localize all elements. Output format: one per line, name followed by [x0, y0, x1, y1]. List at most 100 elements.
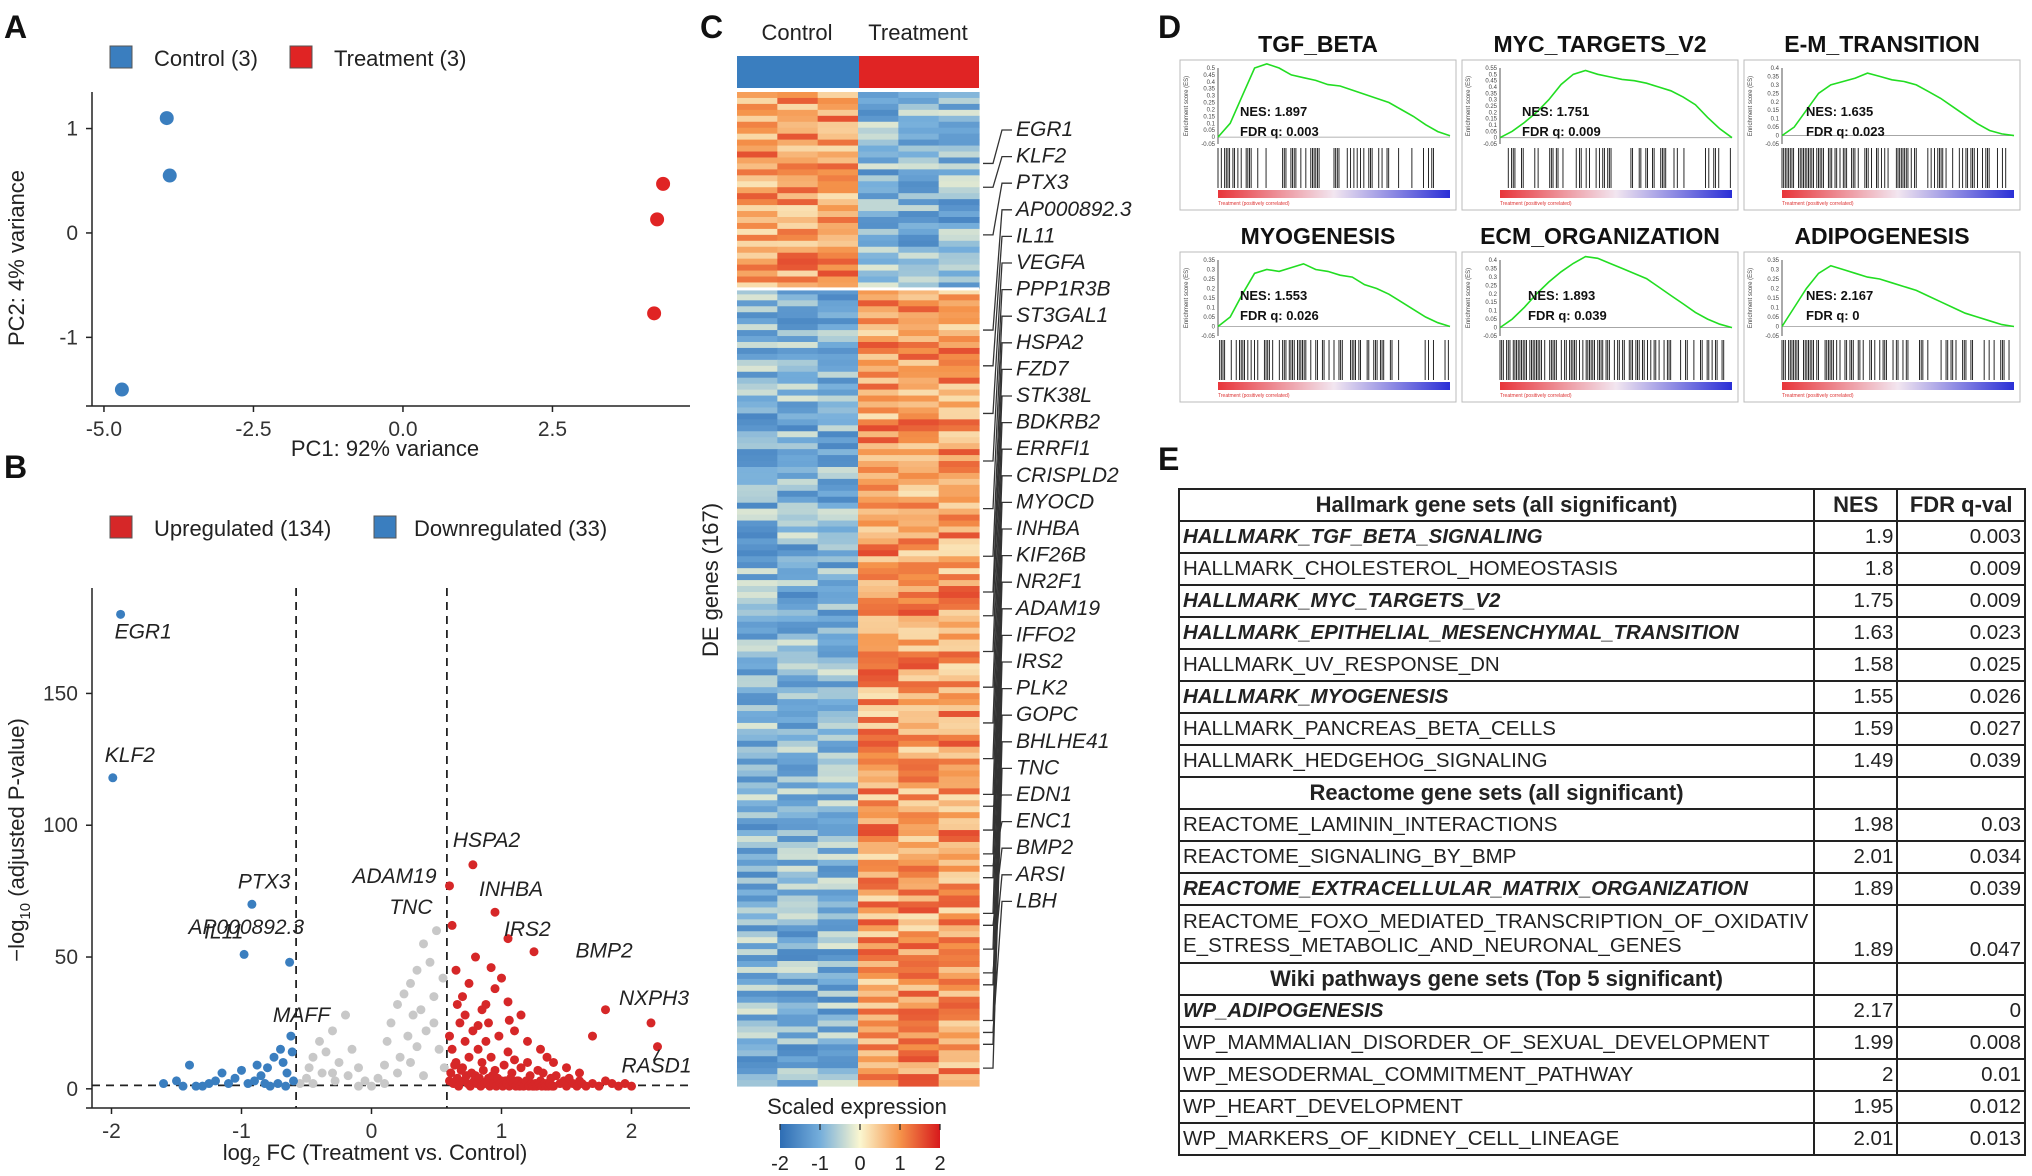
- heatmap-cell: [938, 389, 980, 397]
- heatmap-cell: [817, 758, 859, 766]
- heatmap-cell: [938, 966, 980, 974]
- heatmap-cell: [737, 163, 778, 170]
- heatmap-cell: [737, 728, 778, 736]
- heatmap-cell: [898, 645, 940, 653]
- heatmap-cell: [817, 389, 859, 397]
- heatmap-cell: [938, 306, 980, 313]
- heatmap-cell: [777, 228, 819, 236]
- heatmap-cell: [898, 1074, 940, 1081]
- heatmap-cell: [777, 258, 819, 266]
- volcano-point: [452, 999, 462, 1009]
- heatmap-cell: [817, 330, 859, 337]
- table-cell-nes: 2.01: [1813, 1122, 1899, 1156]
- heatmap-cell: [938, 520, 980, 528]
- heatmap-gene-label: FZD7: [1016, 357, 1070, 380]
- heatmap-cell: [858, 246, 899, 254]
- heatmap-cell: [898, 1014, 940, 1022]
- heatmap-cell: [777, 836, 819, 843]
- heatmap-cell: [777, 92, 819, 99]
- heatmap-cell: [777, 568, 819, 575]
- heatmap-gene-leader: [983, 342, 1012, 557]
- gsea-es-tick-label: 0.2: [1771, 100, 1780, 106]
- heatmap-cell: [777, 1068, 819, 1075]
- heatmap-cell: [777, 746, 819, 754]
- table-cell-nes: 2.01: [1813, 840, 1899, 874]
- heatmap-cell: [858, 984, 899, 992]
- heatmap-cell: [858, 383, 899, 391]
- heatmap-cell: [817, 211, 859, 218]
- heatmap-cell: [858, 996, 899, 1004]
- heatmap-cell: [898, 978, 940, 986]
- heatmap-cell: [777, 484, 819, 492]
- heatmap-cell: [737, 222, 778, 230]
- gsea-panel-frame: [1179, 251, 1457, 403]
- heatmap-cell: [938, 1050, 980, 1057]
- pca-x-tick-label: -2.5: [235, 418, 271, 441]
- gsea-rank-bar: [1500, 190, 1732, 198]
- heatmap-cell: [938, 264, 980, 272]
- heatmap-cell: [817, 716, 859, 724]
- volcano-point: [159, 1079, 168, 1089]
- heatmap-cell: [858, 806, 899, 813]
- heatmap-cell: [777, 341, 819, 349]
- heatmap-cell: [737, 746, 778, 754]
- heatmap-cell: [777, 466, 819, 474]
- heatmap-cell: [817, 520, 859, 528]
- heatmap-annotation-treatment: [859, 56, 979, 88]
- heatmap-cell: [858, 853, 899, 861]
- heatmap-cell: [858, 526, 899, 534]
- heatmap-cell: [898, 830, 940, 837]
- table-row: WP_MESODERMAL_COMMITMENT_PATHWAY 2 0.01: [1177, 1058, 2026, 1092]
- gsea-es-curve: [1781, 264, 2015, 328]
- gsea-es-tick-label: 0.25: [1485, 104, 1497, 110]
- heatmap-cell: [858, 1050, 899, 1057]
- heatmap-cell: [777, 847, 819, 855]
- heatmap-cell: [898, 246, 940, 254]
- volcano-point: [473, 1044, 483, 1054]
- heatmap-cell: [737, 1020, 778, 1028]
- table-cell-nes: 2.17: [1813, 994, 1899, 1028]
- heatmap-cell: [858, 401, 899, 409]
- heatmap-cell: [858, 603, 899, 611]
- volcano-point: [108, 773, 118, 783]
- heatmap-cell: [817, 943, 859, 950]
- heatmap-cell: [938, 687, 980, 694]
- heatmap-cell: [737, 157, 778, 165]
- heatmap-cell: [737, 449, 778, 456]
- heatmap-cell: [777, 990, 819, 998]
- gsea-es-tick-label: 0.05: [1767, 315, 1779, 321]
- volcano-point: [412, 1042, 422, 1052]
- heatmap-cell: [858, 312, 899, 319]
- table-section-title: Wiki pathways gene sets (Top 5 significa…: [1177, 962, 1816, 996]
- table-row: HALLMARK_TGF_BETA_SIGNALING 1.9 0.003: [1177, 520, 2026, 554]
- gsea-es-tick-label: 0.3: [1771, 268, 1780, 274]
- heatmap-cell: [737, 526, 778, 534]
- gsea-panel: ADIPOGENESIS Enrichment score (ES) 0.35 0.3…: [1743, 223, 2021, 403]
- heatmap-cell: [737, 586, 778, 593]
- heatmap-cell: [938, 681, 980, 688]
- volcano-point: [315, 1036, 324, 1046]
- heatmap-cell: [777, 556, 819, 563]
- heatmap-cell: [777, 300, 819, 307]
- heatmap-gene-leader: [983, 874, 1012, 974]
- heatmap-cell: [777, 734, 819, 742]
- heatmap-cell: [938, 627, 980, 635]
- heatmap-cell: [938, 859, 980, 867]
- heatmap-cell: [858, 865, 899, 873]
- heatmap-cell: [737, 609, 778, 617]
- heatmap-cell: [737, 699, 778, 706]
- heatmap-cell: [938, 580, 980, 587]
- heatmap-cell: [817, 97, 859, 105]
- heatmap-cell: [817, 472, 859, 480]
- table-cell-gene-set: REACTOME_LAMININ_INTERACTIONS: [1177, 808, 1816, 842]
- heatmap-cell: [898, 591, 940, 599]
- heatmap-cell: [898, 419, 940, 426]
- heatmap-cell: [817, 836, 859, 843]
- volcano-point: [447, 920, 457, 930]
- heatmap-cell: [898, 1032, 940, 1039]
- heatmap-cell: [777, 318, 819, 325]
- heatmap-cell: [938, 103, 980, 111]
- heatmap-cell: [898, 1050, 940, 1057]
- heatmap-cell: [858, 306, 899, 313]
